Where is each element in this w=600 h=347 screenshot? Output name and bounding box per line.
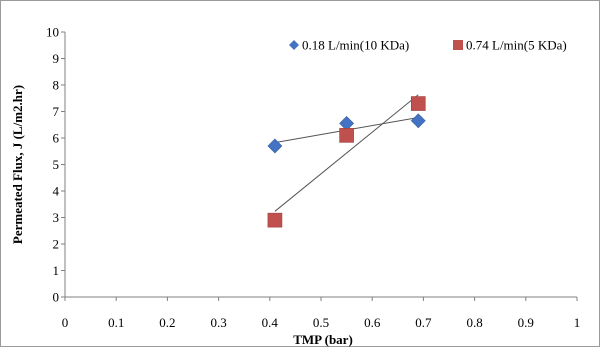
x-tick-label: 0.7 [415, 315, 432, 330]
axes [61, 31, 578, 301]
y-tick-label: 8 [53, 78, 60, 93]
legend: 0.18 L/min(10 KDa) 0.74 L/min(5 KDa) [289, 38, 567, 53]
x-tick-label: 0.8 [466, 315, 482, 330]
y-tick-label: 9 [53, 51, 60, 66]
x-axis-title: TMP (bar) [293, 332, 353, 347]
legend-label-series-2: 0.74 L/min(5 KDa) [466, 38, 567, 53]
x-tick-label: 0.3 [210, 315, 226, 330]
legend-marker-series-1 [289, 40, 299, 50]
legend-label-series-1: 0.18 L/min(10 KDa) [302, 38, 409, 53]
y-tick-label: 3 [53, 210, 60, 225]
y-tick-label: 7 [53, 104, 60, 119]
data-point-series-1 [410, 113, 426, 129]
y-tick-label: 10 [46, 25, 59, 40]
data-point-series-2 [410, 96, 426, 111]
y-tick-label: 2 [53, 237, 60, 252]
tick-labels: 0 1 2 3 4 5 6 7 8 9 10 0 0.1 0.2 0.3 0.4 0.5 0.6 0.7 0.8 0.9… [46, 25, 580, 331]
data-point-series-1 [267, 138, 283, 154]
data-points [267, 96, 426, 228]
trendline-series-2 [274, 94, 419, 212]
x-tick-label: 0.4 [262, 315, 279, 330]
x-tick-label: 0.9 [518, 315, 534, 330]
y-tick-label: 4 [53, 184, 60, 199]
y-tick-label: 1 [53, 263, 60, 278]
x-tick-label: 0.1 [108, 315, 124, 330]
x-tick-label: 1 [574, 315, 581, 330]
x-tick-label: 0.5 [313, 315, 329, 330]
y-tick-label: 0 [53, 290, 60, 305]
x-tick-label: 0.6 [364, 315, 381, 330]
y-tick-label: 5 [53, 157, 60, 172]
y-tick-label: 6 [53, 131, 60, 146]
legend-marker-series-2 [453, 40, 463, 50]
data-point-series-2 [339, 128, 354, 143]
x-tick-label: 0 [62, 315, 69, 330]
y-axis-title: Permeated Flux, J (L/m2.hr) [10, 85, 25, 244]
x-tick-label: 0.2 [159, 315, 175, 330]
data-point-series-2 [267, 212, 283, 228]
